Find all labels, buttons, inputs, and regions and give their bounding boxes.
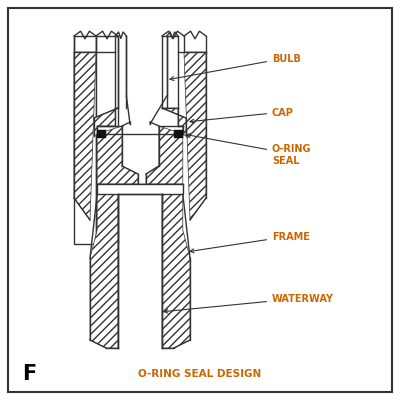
Polygon shape — [94, 109, 118, 137]
Text: FRAME: FRAME — [190, 231, 310, 253]
Polygon shape — [162, 109, 186, 137]
Bar — [97, 130, 106, 139]
Text: WATERWAY: WATERWAY — [164, 293, 334, 314]
Bar — [174, 130, 183, 139]
Text: O-RING SEAL DESIGN: O-RING SEAL DESIGN — [138, 368, 262, 378]
Polygon shape — [74, 53, 96, 221]
Polygon shape — [184, 53, 206, 221]
Bar — [97, 184, 183, 194]
Text: F: F — [22, 363, 36, 383]
Text: CAP: CAP — [190, 108, 294, 124]
Text: O-RING
SEAL: O-RING SEAL — [187, 134, 312, 165]
Polygon shape — [90, 194, 118, 348]
Bar — [96, 37, 118, 244]
Bar — [74, 37, 96, 244]
Polygon shape — [146, 127, 183, 184]
Text: BULB: BULB — [170, 54, 301, 81]
Polygon shape — [162, 194, 190, 348]
Polygon shape — [97, 127, 138, 184]
